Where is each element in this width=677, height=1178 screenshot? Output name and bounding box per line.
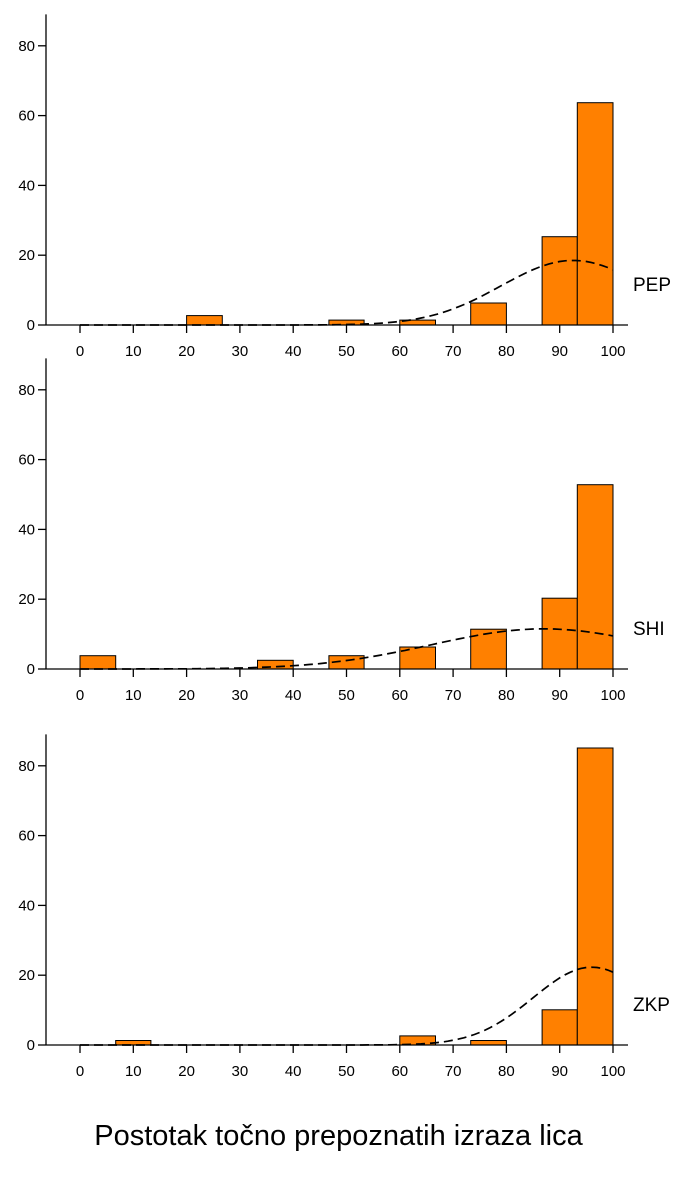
panel-label: ZKP	[633, 995, 670, 1016]
chart-panel: 0 20 40 60 80 0 10 20 30 40 50 60 70 80 90 100 ZKP	[18, 734, 670, 1080]
y-tick-label: 40	[18, 521, 35, 538]
y-tick-label: 60	[18, 108, 35, 125]
histogram-bar	[470, 1040, 507, 1046]
x-tick-label: 100	[600, 1063, 625, 1080]
histogram-bar	[186, 315, 223, 326]
x-tick-label: 80	[498, 687, 515, 704]
x-tick-label: 90	[551, 687, 568, 704]
x-axis-title: Postotak točno prepoznatih izraza lica	[94, 1120, 583, 1152]
x-tick-label: 90	[551, 1063, 568, 1080]
histogram-bar	[470, 302, 507, 326]
x-tick-label: 0	[76, 1063, 84, 1080]
x-tick-label: 20	[178, 1063, 195, 1080]
fit-curve	[80, 259, 614, 326]
x-tick-label: 30	[232, 1063, 249, 1080]
x-tick-label: 20	[178, 343, 195, 360]
x-tick-label: 40	[285, 687, 302, 704]
x-tick-label: 0	[76, 687, 84, 704]
x-tick-label: 80	[498, 1063, 515, 1080]
y-tick-label: 60	[18, 452, 35, 469]
x-tick-label: 60	[391, 343, 408, 360]
y-tick-label: 40	[18, 177, 35, 194]
x-tick-label: 40	[285, 1063, 302, 1080]
histogram-bar	[541, 1009, 578, 1046]
y-tick-label: 20	[18, 247, 35, 264]
y-tick-label: 20	[18, 591, 35, 608]
x-tick-label: 70	[445, 343, 462, 360]
x-tick-label: 50	[338, 1063, 355, 1080]
histogram-bar	[79, 655, 117, 670]
y-tick-label: 40	[18, 897, 35, 914]
x-tick-label: 60	[391, 687, 408, 704]
panel-label: SHI	[633, 619, 665, 640]
x-tick-label: 70	[445, 687, 462, 704]
x-tick-label: 80	[498, 343, 515, 360]
x-tick-label: 30	[232, 343, 249, 360]
panel-label: PEP	[633, 275, 671, 296]
x-tick-label: 70	[445, 1063, 462, 1080]
y-tick-label: 80	[18, 758, 35, 775]
chart-panel: 0 20 40 60 80 0 10 20 30 40 50 60 70 80 90 100 PEP	[18, 14, 671, 360]
y-tick-label: 0	[27, 317, 35, 334]
x-tick-label: 60	[391, 1063, 408, 1080]
x-tick-label: 100	[600, 687, 625, 704]
x-tick-label: 0	[76, 343, 84, 360]
x-tick-label: 40	[285, 343, 302, 360]
x-tick-label: 20	[178, 687, 195, 704]
y-tick-label: 60	[18, 828, 35, 845]
histogram-bar	[541, 236, 578, 326]
histogram-bar	[576, 102, 614, 326]
x-tick-label: 50	[338, 687, 355, 704]
chart-panel: 0 20 40 60 80 0 10 20 30 40 50 60 70 80 90 100 SHI	[18, 358, 665, 704]
x-tick-label: 50	[338, 343, 355, 360]
x-tick-label: 10	[125, 343, 142, 360]
y-tick-label: 0	[27, 1037, 35, 1054]
x-tick-label: 30	[232, 687, 249, 704]
x-tick-label: 90	[551, 343, 568, 360]
y-tick-label: 80	[18, 38, 35, 55]
x-tick-label: 10	[125, 1063, 142, 1080]
histogram-bar	[576, 747, 614, 1046]
x-tick-label: 10	[125, 687, 142, 704]
x-tick-label: 100	[600, 343, 625, 360]
fit-curve	[80, 966, 614, 1046]
y-tick-label: 20	[18, 967, 35, 984]
histogram-bar	[576, 484, 614, 670]
histogram-bar	[541, 597, 578, 670]
y-tick-label: 0	[27, 661, 35, 678]
histogram-bar	[115, 1040, 152, 1046]
y-tick-label: 80	[18, 382, 35, 399]
